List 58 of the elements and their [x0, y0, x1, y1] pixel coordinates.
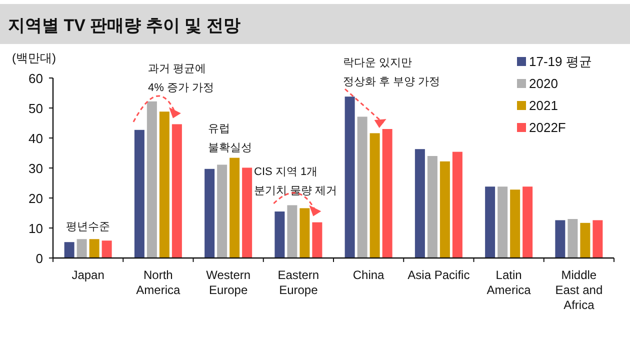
bar — [242, 168, 252, 258]
annotation: 평년수준 — [66, 221, 110, 233]
bar — [555, 220, 566, 258]
bar — [427, 156, 438, 258]
bar — [344, 96, 355, 258]
legend-label: 2021 — [529, 98, 558, 113]
x-tick-label: China — [352, 268, 385, 282]
bar — [382, 129, 392, 258]
bar — [498, 186, 508, 258]
y-tick-label: 50 — [28, 101, 43, 116]
x-tick-label: Japan — [72, 268, 104, 282]
bar — [452, 152, 462, 258]
bar — [370, 133, 380, 258]
bar — [134, 130, 144, 258]
x-tick-label: Latin America — [486, 268, 532, 297]
bar — [204, 168, 215, 258]
bar — [102, 240, 112, 258]
bar — [312, 222, 322, 258]
legend-label: 2020 — [529, 76, 558, 91]
bar — [568, 219, 578, 258]
bar — [510, 190, 520, 258]
bar — [217, 164, 228, 258]
y-axis-title: (백만대) — [12, 51, 56, 65]
bar — [485, 186, 496, 258]
y-tick-label: 10 — [28, 221, 43, 236]
bar — [300, 208, 310, 258]
bar — [440, 161, 450, 258]
legend-label: 2022F — [529, 120, 566, 135]
bar — [414, 149, 425, 258]
bar — [76, 239, 87, 258]
bar — [357, 116, 368, 258]
bar — [64, 242, 74, 258]
bar — [230, 158, 240, 258]
bar — [159, 112, 170, 258]
x-tick-label: Western Europe — [206, 268, 251, 297]
x-tick-label: North America — [136, 268, 181, 297]
y-tick-label: 0 — [36, 251, 43, 266]
bar — [592, 220, 603, 258]
y-tick-label: 40 — [28, 131, 43, 146]
bar — [580, 222, 590, 258]
y-tick-label: 20 — [28, 191, 43, 206]
y-tick-label: 60 — [28, 71, 43, 86]
bar — [522, 186, 533, 258]
x-tick-label: Asia Pacific — [408, 268, 470, 282]
x-tick-label: Middle East and Africa — [555, 268, 603, 312]
annotation: 락다운 있지만 정상화 후 부양 가정 — [343, 57, 440, 88]
annotation: CIS 지역 1개 분기치 물량 제거 — [254, 166, 338, 197]
bar — [274, 212, 285, 258]
chart-title: 지역별 TV 판매량 추이 및 전망 — [8, 16, 240, 35]
legend-label: 17-19 평균 — [529, 54, 592, 69]
y-tick-label: 30 — [28, 161, 43, 176]
bar — [89, 239, 100, 258]
bar — [287, 205, 298, 258]
bar — [172, 124, 182, 258]
bar — [146, 101, 157, 258]
x-tick-label: Eastern Europe — [278, 268, 320, 297]
annotation: 유럽 불확실성 — [208, 123, 252, 154]
annotation: 과거 평균에 4% 증가 가정 — [148, 63, 214, 94]
